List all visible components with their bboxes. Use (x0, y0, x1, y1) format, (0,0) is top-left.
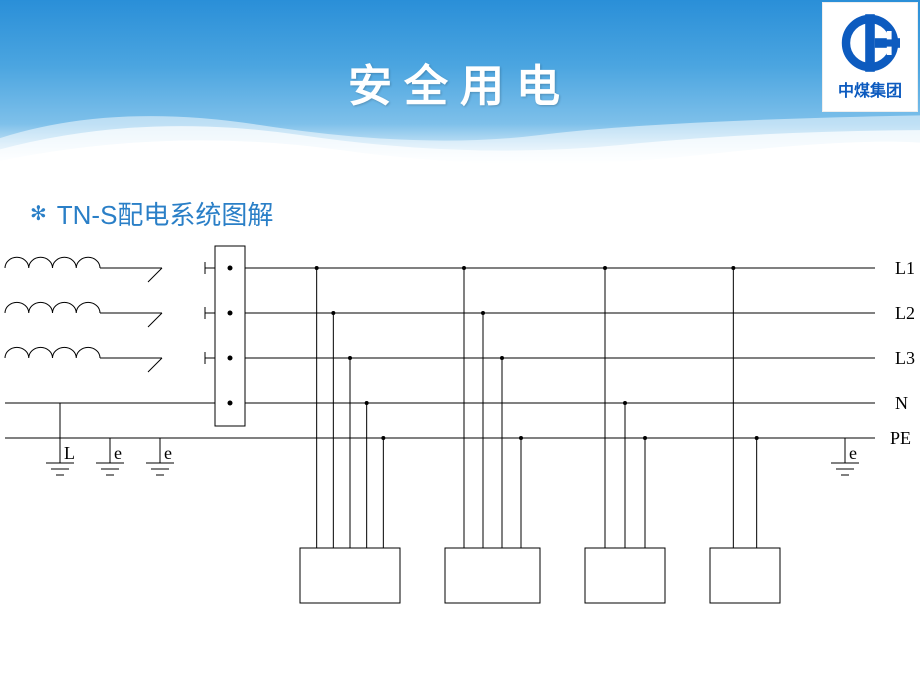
svg-text:e: e (849, 443, 857, 463)
page-title: 安全用电 (348, 50, 572, 114)
svg-text:L3: L3 (895, 348, 915, 368)
svg-text:L1: L1 (895, 258, 915, 278)
subtitle-row: ✻ TN-S配电系统图解 (30, 195, 273, 232)
svg-text:L2: L2 (895, 303, 915, 323)
logo-text: 中煤集团 (838, 77, 902, 101)
svg-text:N: N (895, 393, 908, 413)
subtitle-text: TN-S配电系统图解 (57, 195, 274, 232)
svg-text:e: e (164, 443, 172, 463)
company-logo: 中煤集团 (822, 2, 918, 112)
tns-schematic-diagram: L1 L2 L3 N PE Le e e (0, 238, 920, 618)
svg-text:e: e (114, 443, 122, 463)
bullet-icon: ✻ (30, 201, 47, 226)
slide-header: 安全用电 (0, 0, 920, 165)
logo-icon (840, 13, 900, 73)
svg-text:PE: PE (890, 428, 911, 448)
svg-text:L: L (64, 443, 75, 463)
